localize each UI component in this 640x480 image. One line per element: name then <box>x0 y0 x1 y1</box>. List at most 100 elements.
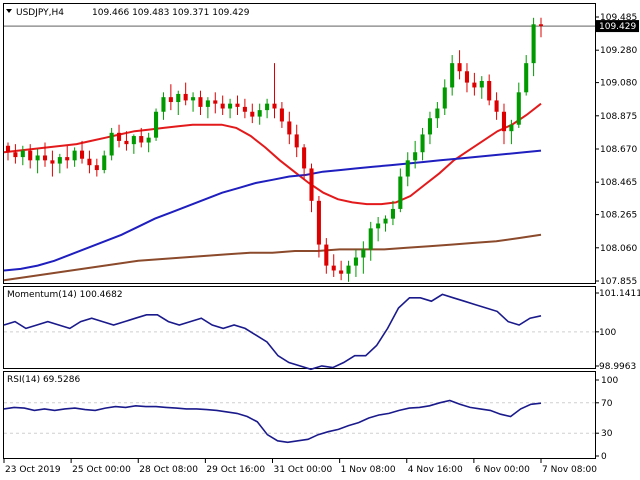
candle[interactable] <box>487 74 492 106</box>
candle[interactable] <box>102 150 107 174</box>
candle[interactable] <box>87 150 92 174</box>
candle[interactable] <box>353 249 358 277</box>
candle[interactable] <box>427 111 432 145</box>
candle-body <box>420 134 425 153</box>
candle[interactable] <box>390 200 395 226</box>
time-axis-label: 1 Nov 08:00 <box>341 465 396 475</box>
candle[interactable] <box>450 55 455 96</box>
candle[interactable] <box>405 152 410 187</box>
candle[interactable] <box>509 119 514 145</box>
symbol-dropdown-icon[interactable] <box>6 9 12 13</box>
candle[interactable] <box>531 17 536 77</box>
candle[interactable] <box>331 254 336 277</box>
candle[interactable] <box>191 92 196 112</box>
candle[interactable] <box>413 140 418 169</box>
price-panel[interactable] <box>3 3 596 284</box>
candle[interactable] <box>35 149 40 174</box>
candle-body <box>427 118 432 135</box>
candle[interactable] <box>57 153 62 174</box>
candle[interactable] <box>72 147 77 167</box>
candle[interactable] <box>50 150 55 177</box>
candle[interactable] <box>501 103 507 145</box>
candle[interactable] <box>131 134 136 154</box>
candle[interactable] <box>235 95 240 115</box>
candle[interactable] <box>464 63 470 93</box>
candle-body <box>435 108 440 119</box>
candle[interactable] <box>228 98 233 119</box>
candle[interactable] <box>368 221 373 261</box>
candle[interactable] <box>279 102 284 128</box>
candle[interactable] <box>538 17 544 38</box>
candle-body <box>405 160 410 177</box>
candle-body <box>339 270 344 274</box>
candle[interactable] <box>398 168 403 213</box>
rsi-panel[interactable] <box>3 371 596 459</box>
candle[interactable] <box>516 82 521 128</box>
candle[interactable] <box>42 142 48 167</box>
candle[interactable] <box>109 127 114 161</box>
time-axis-label: 28 Oct 08:00 <box>139 465 198 475</box>
candle[interactable] <box>524 55 529 96</box>
candle[interactable] <box>13 144 18 164</box>
candle[interactable] <box>198 90 203 115</box>
candle[interactable] <box>168 84 173 111</box>
candle[interactable] <box>154 108 159 141</box>
candle[interactable] <box>5 142 11 161</box>
candle[interactable] <box>479 76 484 99</box>
candle[interactable] <box>361 241 366 274</box>
candle[interactable] <box>494 92 499 120</box>
candle[interactable] <box>242 98 247 119</box>
candle[interactable] <box>442 79 447 115</box>
time-axis-label: 23 Oct 2019 <box>5 465 61 475</box>
candle[interactable] <box>457 50 462 80</box>
candle-body <box>257 110 262 117</box>
candle[interactable] <box>309 163 314 213</box>
momentum-panel[interactable] <box>3 286 596 369</box>
candle[interactable] <box>420 127 425 161</box>
candle-body <box>516 92 521 125</box>
ma-line-sma200 <box>3 233 542 282</box>
candle[interactable] <box>220 95 225 115</box>
candle-body <box>117 132 122 141</box>
candle[interactable] <box>250 103 255 124</box>
candle[interactable] <box>316 195 321 258</box>
candle[interactable] <box>205 97 210 119</box>
candle[interactable] <box>213 92 218 114</box>
candle[interactable] <box>20 145 25 166</box>
candle[interactable] <box>287 111 292 145</box>
candle[interactable] <box>294 124 299 158</box>
candle[interactable] <box>346 260 351 282</box>
candle[interactable] <box>376 217 381 242</box>
candle[interactable] <box>472 72 477 96</box>
candle[interactable] <box>302 144 307 180</box>
candle[interactable] <box>272 63 277 119</box>
candle[interactable] <box>161 92 166 120</box>
candle[interactable] <box>435 102 440 128</box>
candle-body <box>464 71 470 83</box>
candle[interactable] <box>257 103 262 125</box>
candle-body <box>538 24 544 26</box>
rsi-tick-label: 30 <box>601 429 613 439</box>
candle[interactable] <box>139 127 144 148</box>
rsi-tick-label: 0 <box>601 452 607 462</box>
candle-body <box>324 244 329 266</box>
candle[interactable] <box>383 215 388 232</box>
candle-body <box>302 147 307 169</box>
candle-body <box>146 137 151 143</box>
candle[interactable] <box>79 140 85 164</box>
rsi-title: RSI(14) 69.5286 <box>7 375 80 385</box>
price-tick-label: 108.670 <box>600 145 637 155</box>
candle[interactable] <box>265 98 270 119</box>
candle[interactable] <box>94 158 99 177</box>
candle[interactable] <box>176 90 181 115</box>
price-tick-label: 107.855 <box>600 277 637 287</box>
candle[interactable] <box>28 144 33 169</box>
candle[interactable] <box>65 145 70 169</box>
candle[interactable] <box>124 131 129 151</box>
candle[interactable] <box>324 238 329 274</box>
candle[interactable] <box>183 82 188 106</box>
candle[interactable] <box>117 124 122 148</box>
candle[interactable] <box>146 132 151 153</box>
candle[interactable] <box>339 260 344 281</box>
